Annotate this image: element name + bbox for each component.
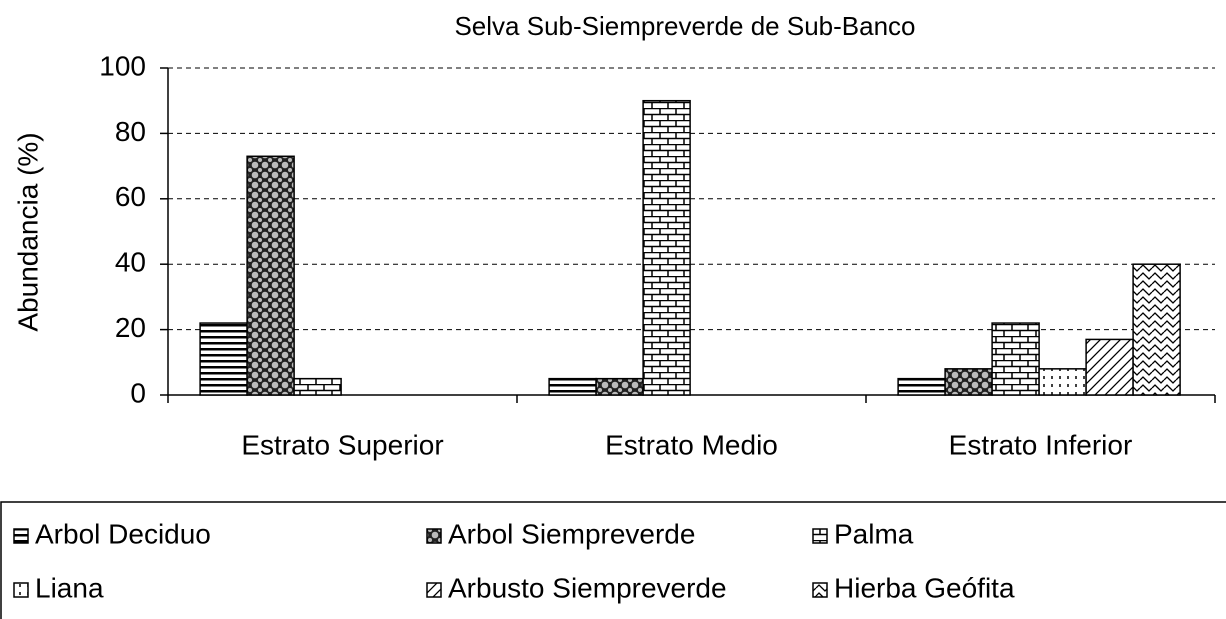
x-tick-label: Estrato Superior	[241, 429, 443, 460]
y-tick-label: 40	[115, 247, 146, 278]
y-axis-label: Abundancia (%)	[12, 132, 43, 331]
bar	[595, 377, 644, 396]
x-tick-label: Estrato Medio	[605, 429, 778, 460]
bar	[548, 377, 597, 396]
legend-swatch	[13, 582, 29, 598]
y-tick-label: 80	[115, 116, 146, 147]
y-tick-label: 100	[99, 50, 146, 81]
legend-swatch	[426, 582, 442, 598]
y-tick-label: 0	[130, 377, 146, 408]
legend-label: Hierba Geófita	[834, 572, 1015, 603]
legend-swatch	[13, 528, 29, 544]
bar	[246, 155, 295, 396]
legend-label: Arbol Deciduo	[35, 518, 211, 549]
legend-swatch	[812, 528, 828, 544]
bar	[642, 99, 691, 396]
bar	[1038, 368, 1087, 396]
legend-swatch	[426, 528, 442, 544]
bar	[199, 322, 248, 396]
bar	[1132, 263, 1181, 396]
bar	[1085, 338, 1134, 396]
legend-label: Liana	[35, 572, 104, 603]
legend-label: Arbol Siempreverde	[448, 518, 695, 549]
y-tick-label: 60	[115, 181, 146, 212]
bar	[293, 377, 342, 396]
bar	[991, 322, 1040, 396]
legend-swatch	[812, 582, 828, 598]
bar	[897, 377, 946, 396]
legend-box	[0, 501, 1226, 619]
bar	[944, 368, 993, 396]
legend-label: Arbusto Siempreverde	[448, 572, 727, 603]
x-tick-label: Estrato Inferior	[949, 429, 1133, 460]
chart-title: Selva Sub-Siempreverde de Sub-Banco	[454, 11, 915, 41]
y-tick-label: 20	[115, 312, 146, 343]
legend-label: Palma	[834, 518, 914, 549]
